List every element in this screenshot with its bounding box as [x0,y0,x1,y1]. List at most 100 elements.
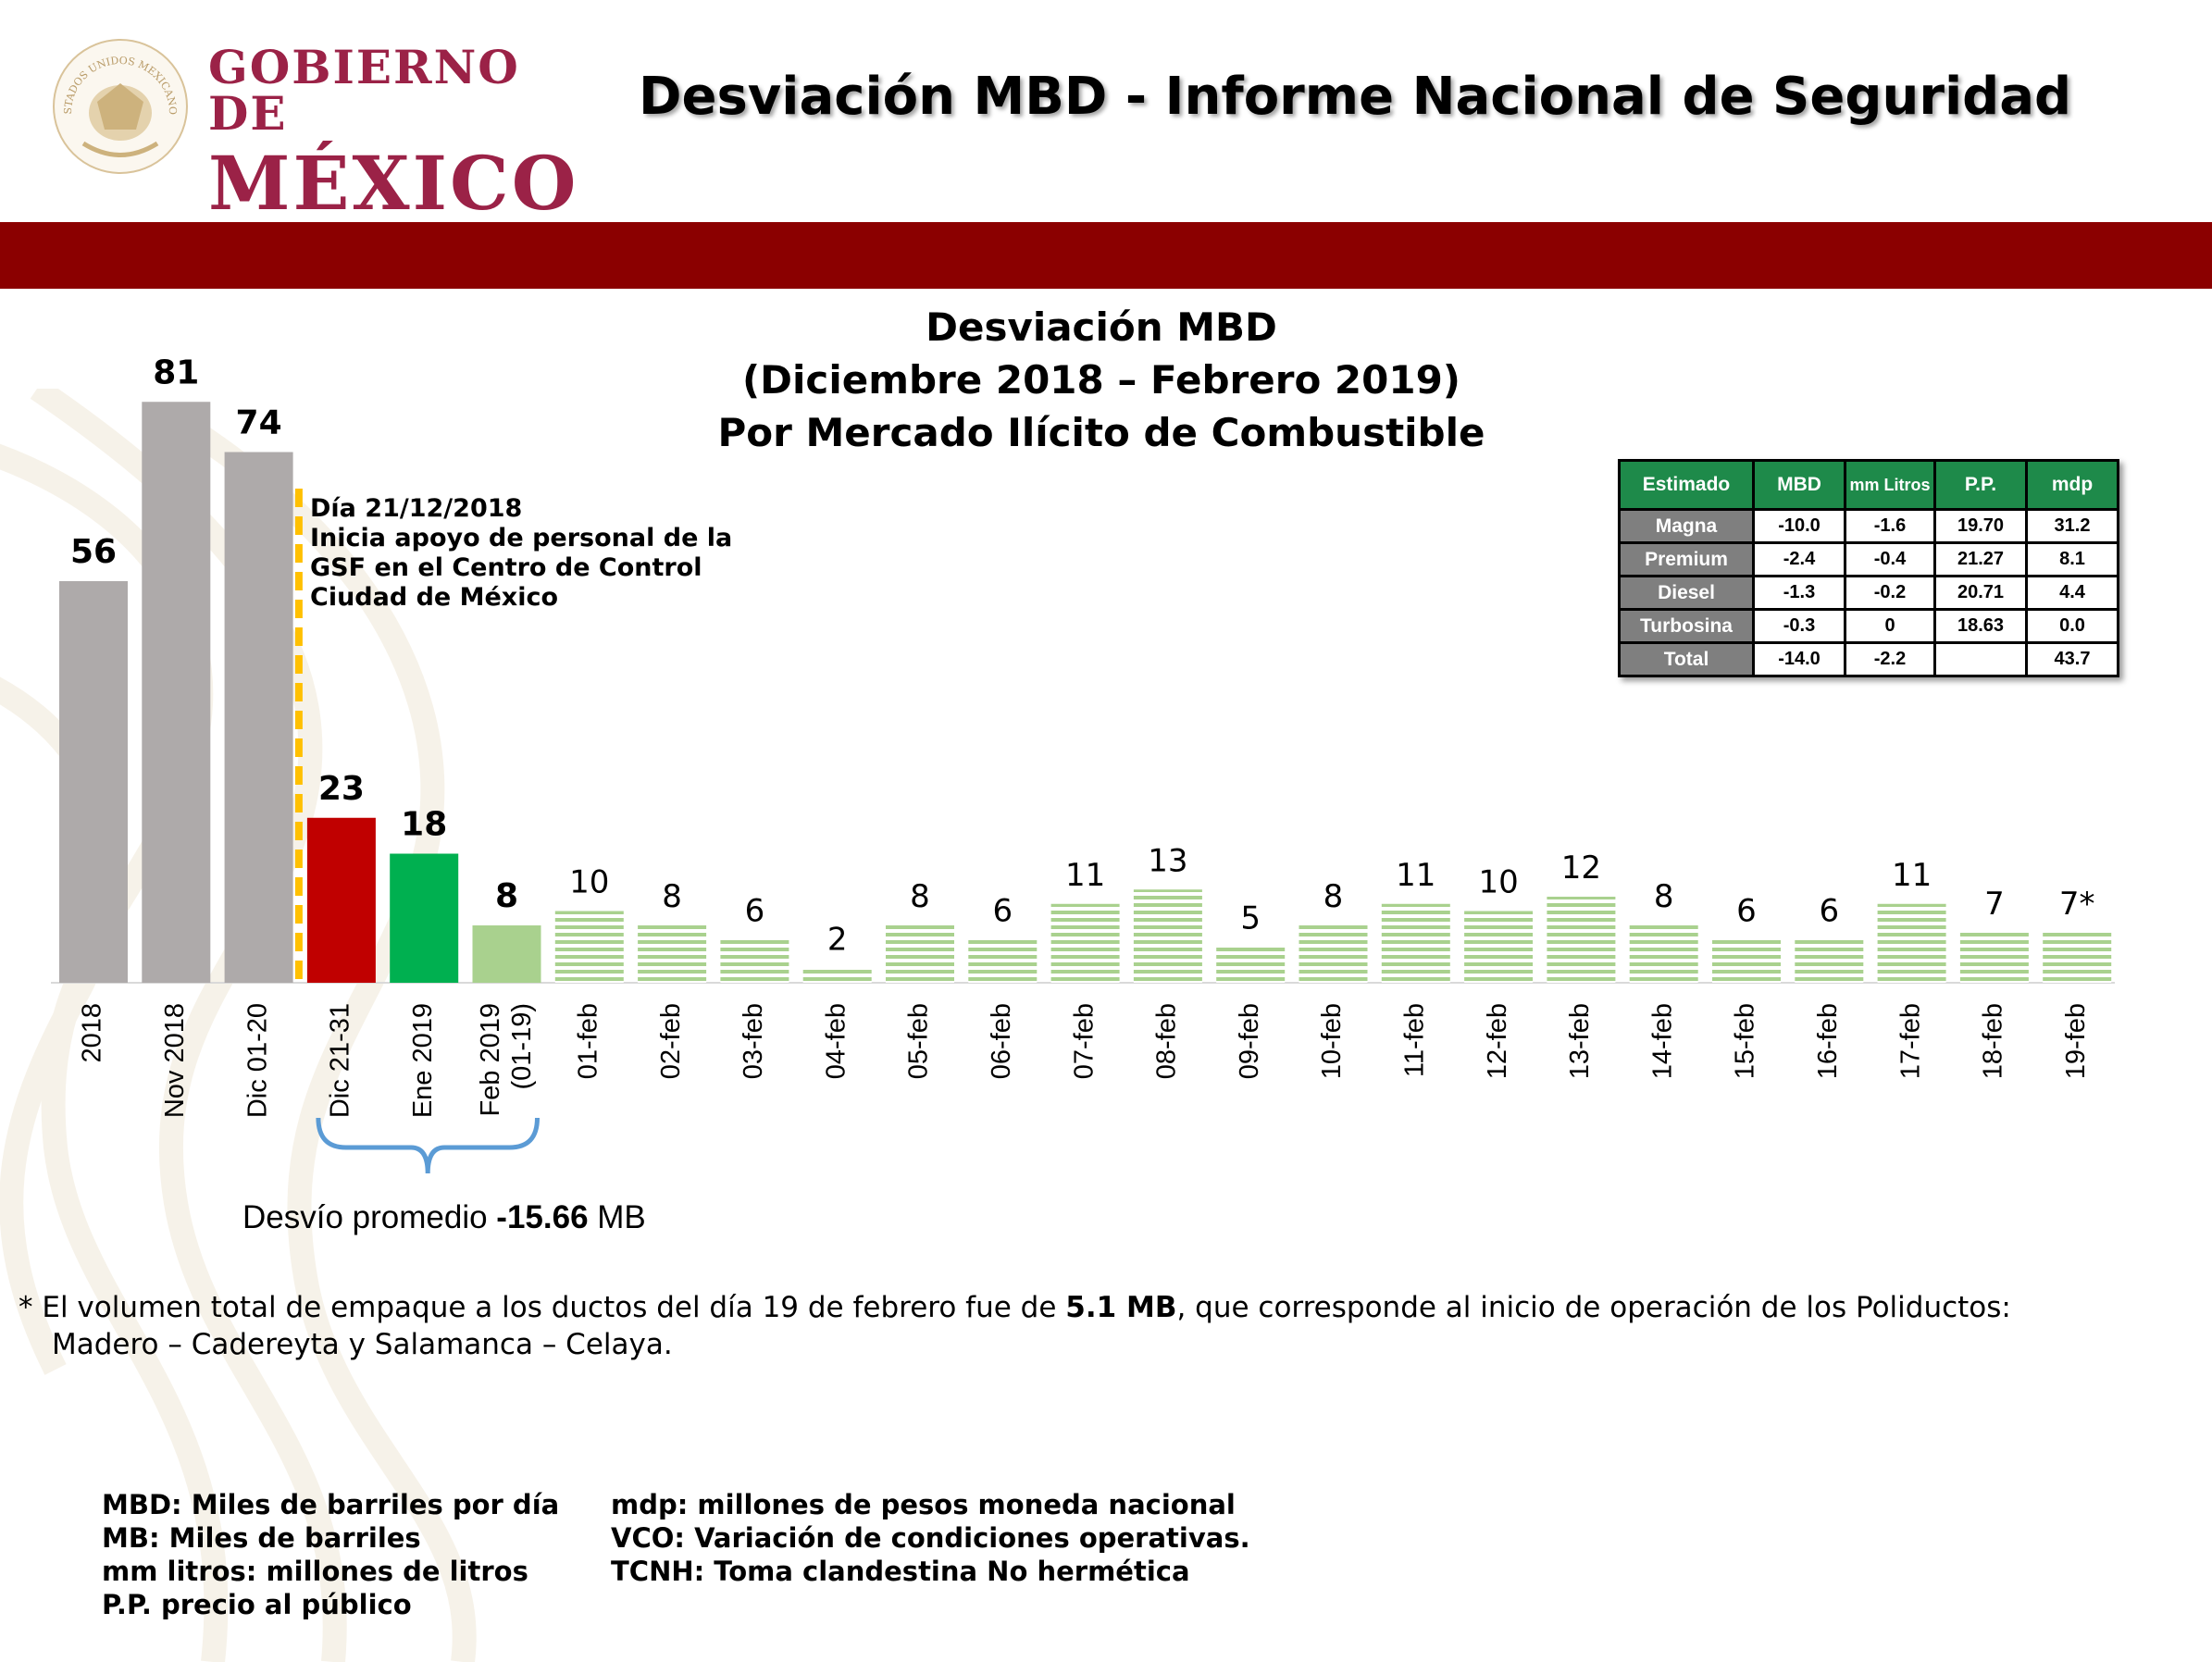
bar [2043,932,2112,983]
table-row-header: Diesel [1618,575,1755,611]
annotation-line2: Inicia apoyo de personal de la [310,524,733,552]
table-row-header: Turbosina [1618,608,1755,644]
table-cell: -0.4 [1844,541,1936,577]
tick-label: 19-feb [2061,1003,2091,1079]
tick-label: 05-feb [904,1003,934,1079]
chart-title-line3: Por Mercado Ilícito de Combustible [717,410,1485,455]
tick-label: Feb 2019 [476,1003,505,1117]
tick-label: Nov 2018 [160,1003,190,1118]
bar [1464,911,1534,983]
data-label: 8 [1654,878,1674,915]
bar [886,925,954,983]
data-label: 2 [827,922,848,959]
bar [1877,903,1946,983]
tick-label: 10-feb [1317,1003,1347,1079]
annotation-line4: Ciudad de México [310,583,559,612]
table-row: Turbosina -0.3 0 18.63 0.0 [1618,608,2119,644]
tick-label: 14-feb [1647,1003,1677,1079]
tick-label: Dic 21-31 [326,1003,355,1118]
bar [968,939,1038,983]
data-label: 8 [1323,878,1344,915]
glossary-item: MBD: Miles de barriles por día [102,1489,560,1520]
data-label: 6 [745,893,765,930]
data-label: 18 [401,806,447,844]
gobierno-logo: ESTADOS UNIDOS MEXICANOS GOBIERNO DE MÉX… [51,37,576,220]
footnote-line2: Madero – Cadereyta y Salamanca – Celaya. [52,1328,673,1361]
table-cell: 4.4 [2025,575,2119,611]
glossary-item: mm litros: millones de litros [102,1556,528,1587]
bar [554,911,624,983]
data-label: 5 [1240,899,1261,936]
tick-label: 13-feb [1565,1003,1595,1079]
footnote: * El volumen total de empaque a los duct… [19,1289,2011,1363]
bar [720,939,789,983]
tick-label: 15-feb [1731,1003,1760,1079]
table-cell: 8.1 [2025,541,2119,577]
table-cell: 0.0 [2025,608,2119,644]
annotation-line1: Día 21/12/2018 [310,494,523,523]
chart-title-line1: Desviación MBD [926,304,1277,350]
footnote-bold: 5.1 MB [1065,1291,1177,1324]
bar [802,968,872,983]
desvio-value: -15.66 [496,1199,589,1235]
bar [59,581,128,983]
bar [1629,925,1698,983]
tick-label: 16-feb [1813,1003,1843,1079]
table-row: Magna -10.0 -1.6 19.70 31.2 [1618,508,2119,544]
table-cell: -14.0 [1752,641,1846,677]
bar [1795,939,1864,983]
desvio-prefix: Desvío promedio [242,1199,497,1235]
table-cell: -0.3 [1752,608,1846,644]
bar [390,853,459,983]
table-cell: -2.2 [1844,641,1936,677]
footnote-post: , que corresponde al inicio de operación… [1176,1291,2011,1324]
bar [472,925,541,983]
table-header-cell: Estimado [1618,459,1755,511]
data-label: 11 [1065,857,1105,894]
tick-label: 2018 [78,1003,107,1063]
table-row-header: Magna [1618,508,1755,544]
tick-label: 12-feb [1483,1003,1512,1079]
data-label: 11 [1892,857,1932,894]
data-label: 12 [1561,850,1601,887]
tick-label: 01-feb [573,1003,603,1079]
data-label: 23 [318,770,365,808]
table-cell: -1.6 [1844,508,1936,544]
tick-label: 02-feb [656,1003,686,1079]
glossary-item: VCO: Variación de condiciones operativas… [611,1522,1250,1554]
table-row: Diesel -1.3 -0.2 20.71 4.4 [1618,575,2119,611]
bar [1216,947,1286,983]
tick-label: 11-feb [1399,1003,1429,1077]
data-label: 11 [1396,857,1435,894]
table-cell: 20.71 [1933,575,2028,611]
tick-label: 07-feb [1069,1003,1099,1079]
tick-label: 04-feb [821,1003,851,1079]
curly-brace [316,1117,540,1174]
table-cell: -2.4 [1752,541,1846,577]
table-header-cell: mdp [2025,459,2119,511]
table-cell: 43.7 [2025,641,2119,677]
tick-label: Dic 01-20 [242,1003,272,1118]
data-label: 10 [569,864,609,901]
logo-line1: GOBIERNO DE [208,40,520,141]
data-label: 8 [910,878,930,915]
table-header-cell: mm Litros [1844,459,1936,511]
table-header-row: Estimado MBD mm Litros P.P. mdp [1618,459,2119,511]
table-row: Premium -2.4 -0.4 21.27 8.1 [1618,541,2119,577]
glossary-item: MB: Miles de barriles [102,1522,421,1554]
tick-label: Ene 2019 [408,1003,438,1118]
glossary-item: mdp: millones de pesos moneda nacional [611,1489,1236,1520]
table-cell [1933,641,2028,677]
table-cell: -10.0 [1752,508,1846,544]
table-cell: 21.27 [1933,541,2028,577]
table-cell: -1.3 [1752,575,1846,611]
data-label: 13 [1148,842,1187,879]
tick-label: 03-feb [739,1003,768,1079]
bar [1712,939,1781,983]
data-label: 10 [1478,864,1518,901]
bar [1381,903,1450,983]
slide-title: Desviación MBD - Informe Nacional de Seg… [639,67,2072,127]
table-header-cell: P.P. [1933,459,2028,511]
table-cell: 31.2 [2025,508,2119,544]
data-label: 6 [1819,893,1839,930]
